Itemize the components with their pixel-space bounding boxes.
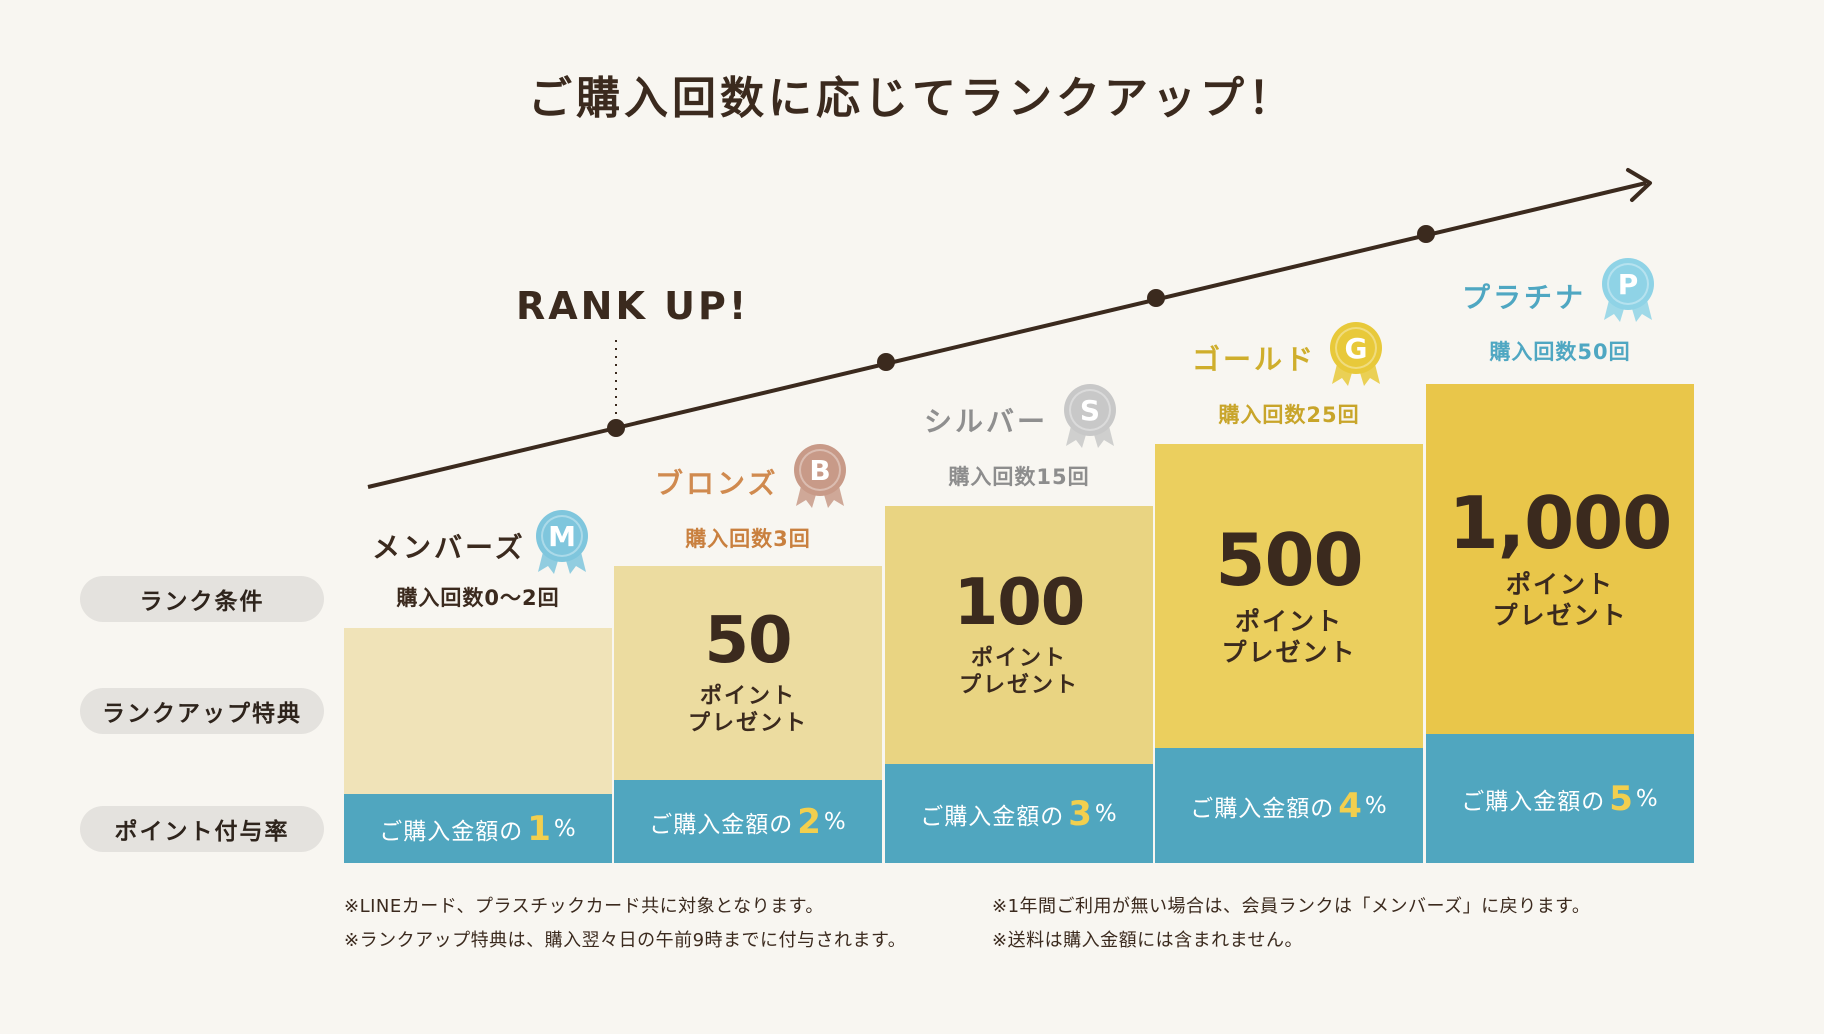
benefit-box-members <box>344 628 612 794</box>
rate-number: 5 <box>1609 778 1634 819</box>
benefit-box-gold: 500 ポイント プレゼント <box>1155 444 1423 748</box>
note-1: ※LINEカード、プラスチックカード共に対象となります。 <box>344 896 824 917</box>
rank-dot-gold <box>1147 289 1165 307</box>
benefit-number: 50 <box>704 603 792 678</box>
point-rate-platinum: ご購入金額の 5% <box>1426 734 1694 863</box>
row-label-point-rate: ポイント付与率 <box>80 806 324 852</box>
rank-name-platinum: プラチナ <box>1462 281 1587 314</box>
rate-prefix: ご購入金額の <box>1461 788 1606 815</box>
medal-letter: P <box>1618 268 1639 301</box>
point-rate-gold: ご購入金額の 4% <box>1155 748 1423 863</box>
note-3: ※1年間ご利用が無い場合は、会員ランクは「メンバーズ」に戻ります。 <box>992 896 1591 917</box>
note-2: ※ランクアップ特典は、購入翌々日の午前9時までに付与されます。 <box>344 930 907 951</box>
medal-letter: B <box>809 454 830 487</box>
rank-condition-members: 購入回数0〜2回 <box>396 586 560 610</box>
rank-name-gold: ゴールド <box>1192 343 1317 376</box>
benefit-line1: ポイント <box>699 683 796 709</box>
benefit-box-bronze: 50 ポイント プレゼント <box>614 566 882 780</box>
medal-letter: S <box>1080 394 1100 427</box>
medal-letter: M <box>548 520 576 553</box>
benefit-line1: ポイント <box>970 645 1067 671</box>
benefit-number: 500 <box>1215 517 1363 602</box>
benefit-number: 100 <box>953 565 1086 640</box>
medal-platinum-icon: P <box>1602 258 1654 322</box>
benefit-line1: ポイント <box>1234 606 1343 636</box>
medal-gold-icon: G <box>1330 322 1382 386</box>
benefit-line2: プレゼント <box>687 711 808 736</box>
arrow-head-icon <box>1626 168 1652 202</box>
medal-members-icon: M <box>536 510 588 574</box>
rate-suffix: % <box>1094 800 1118 827</box>
note-4: ※送料は購入金額には含まれません。 <box>992 930 1304 951</box>
rate-prefix: ご購入金額の <box>379 818 524 845</box>
rank-condition-gold: 購入回数25回 <box>1218 403 1360 427</box>
medal-letter: G <box>1345 332 1368 365</box>
rank-condition-bronze: 購入回数3回 <box>685 527 811 551</box>
benefit-box-platinum: 1,000 ポイント プレゼント <box>1426 384 1694 734</box>
rate-suffix: % <box>1635 785 1659 812</box>
rank-up-label: RANK UP! <box>516 284 750 328</box>
rank-dot-silver <box>877 353 895 371</box>
rank-name-bronze: ブロンズ <box>655 467 779 500</box>
rank-dot-bronze <box>607 419 625 437</box>
benefit-box-silver: 100 ポイント プレゼント <box>885 506 1153 764</box>
benefit-line2: プレゼント <box>958 673 1079 698</box>
rate-number: 2 <box>797 801 822 842</box>
benefit-line1: ポイント <box>1505 569 1614 599</box>
rank-name-members: メンバーズ <box>372 531 526 564</box>
rate-number: 3 <box>1068 793 1093 834</box>
medal-bronze-icon: B <box>794 444 846 508</box>
row-label-benefit: ランクアップ特典 <box>80 688 324 734</box>
benefit-line2: プレゼント <box>1221 638 1357 667</box>
rate-number: 1 <box>527 808 552 849</box>
point-rate-silver: ご購入金額の 3% <box>885 764 1153 863</box>
rate-prefix: ご購入金額の <box>920 803 1065 830</box>
benefit-line2: プレゼント <box>1492 601 1628 630</box>
rank-dot-platinum <box>1417 225 1435 243</box>
rate-prefix: ご購入金額の <box>1190 795 1335 822</box>
page-title: ご購入回数に応じてランクアップ！ <box>528 73 1296 124</box>
benefit-number: 1,000 <box>1448 480 1673 565</box>
rank-condition-silver: 購入回数15回 <box>948 465 1090 489</box>
rate-suffix: % <box>1364 792 1388 819</box>
point-rate-bronze: ご購入金額の 2% <box>614 780 882 863</box>
rate-suffix: % <box>823 808 847 835</box>
rate-prefix: ご購入金額の <box>649 811 794 838</box>
row-label-condition: ランク条件 <box>80 576 324 622</box>
rank-name-silver: シルバー <box>924 405 1049 438</box>
rate-suffix: % <box>553 815 577 842</box>
point-rate-members: ご購入金額の 1% <box>344 794 612 863</box>
rank-condition-platinum: 購入回数50回 <box>1489 340 1631 364</box>
medal-silver-icon: S <box>1064 384 1116 448</box>
rate-number: 4 <box>1338 785 1363 826</box>
